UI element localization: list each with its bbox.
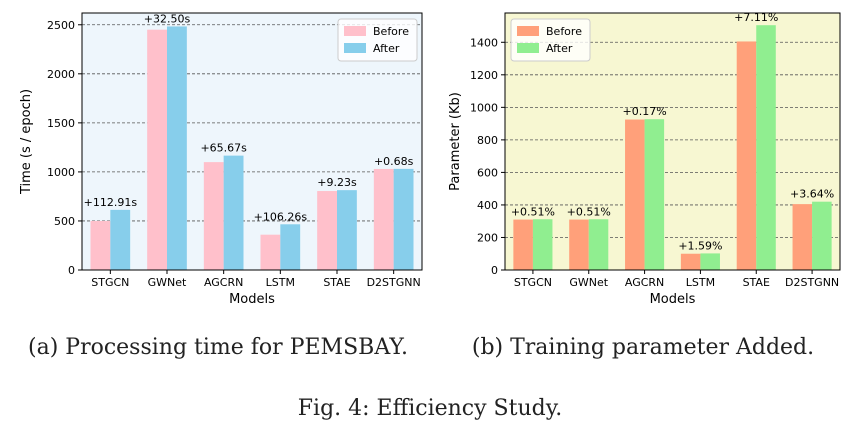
bar-before-gwnet <box>147 29 167 271</box>
plot-frame <box>504 12 841 271</box>
x-tick-label: GWNet <box>569 276 608 289</box>
y-tick-label: 1000 <box>470 101 498 114</box>
x-tick-label: LSTM <box>686 276 715 289</box>
y-axis-label: Parameter (Kb) <box>448 92 463 191</box>
bar-after-lstm <box>700 253 720 270</box>
y-tick-label: 2500 <box>47 19 75 32</box>
figure-caption: Fig. 4: Efficiency Study. <box>298 396 562 421</box>
bar-before-stae <box>736 41 757 270</box>
y-tick-label: 0 <box>68 264 75 277</box>
bar-after-stae <box>337 190 357 270</box>
bar-after-stgcn <box>532 219 553 270</box>
y-tick-label: 500 <box>54 215 75 228</box>
bar-before-d2stgnn <box>792 204 813 270</box>
bar-after-agcrn <box>644 119 665 270</box>
y-tick-label: 400 <box>477 199 498 212</box>
x-tick-label: STGCN <box>514 276 552 289</box>
bar-annotation: +0.17% <box>622 105 666 118</box>
subcaption-b: (b) Training parameter Added. <box>472 335 814 360</box>
bar-annotation: +0.68s <box>374 155 414 168</box>
legend-swatch-after <box>344 43 366 53</box>
y-axis-label: Time (s / epoch) <box>19 89 34 195</box>
y-tick-label: 2000 <box>47 68 75 81</box>
legend-label-after: After <box>373 42 400 55</box>
legend-swatch-before <box>517 26 539 36</box>
x-axis-label: Models <box>650 292 696 307</box>
bar-annotation: +7.11% <box>734 11 778 24</box>
y-tick-label: 1400 <box>470 36 498 49</box>
bar-after-stgcn <box>110 209 131 270</box>
x-tick-label: STGCN <box>91 276 129 289</box>
legend-swatch-before <box>344 26 366 36</box>
bar-before-stgcn <box>513 219 533 270</box>
y-tick-label: 1500 <box>47 117 75 130</box>
bar-annotation: +9.23s <box>317 176 357 189</box>
bar-annotation: +1.59% <box>678 239 722 252</box>
bar-annotation: +106.26s <box>254 210 308 223</box>
y-tick-label: 1000 <box>47 166 75 179</box>
bar-annotation: +112.91s <box>84 196 138 209</box>
y-tick-label: 0 <box>491 264 498 277</box>
bar-after-gwnet <box>167 26 187 270</box>
bar-annotation: +0.51% <box>511 205 555 218</box>
legend-label-before: Before <box>546 25 582 38</box>
bar-annotation: +32.50s <box>144 12 191 25</box>
x-tick-label: AGCRN <box>625 276 664 289</box>
subcaption-a: (a) Processing time for PEMSBAY. <box>28 335 408 360</box>
plot-frame <box>81 12 423 271</box>
legend: Before After <box>337 18 418 62</box>
y-tick-label: 200 <box>477 231 498 244</box>
x-tick-label: STAE <box>743 276 770 289</box>
legend-label-after: After <box>546 42 573 55</box>
x-tick-label: STAE <box>323 276 350 289</box>
panel-training-parameter: 0 200 400 600 800 1000 1200 1400 +0.51% STGCN +0.5… <box>448 11 841 307</box>
bar-after-d2stgnn <box>393 168 414 270</box>
bar-before-agcrn <box>625 119 645 270</box>
legend: Before After <box>510 18 591 62</box>
bar-annotation: +3.64% <box>790 188 834 201</box>
bar-before-gwnet <box>569 219 589 270</box>
x-tick-label: D2STGNN <box>367 276 421 289</box>
bar-annotation: +0.51% <box>567 205 611 218</box>
bar-after-stae <box>756 25 776 270</box>
bar-after-lstm <box>280 224 301 270</box>
bar-before-agcrn <box>203 162 224 270</box>
panel-processing-time: 0 500 1000 1500 2000 2500 +112.91s STGCN +32.50s… <box>19 12 423 307</box>
y-tick-label: 800 <box>477 134 498 147</box>
bar-after-gwnet <box>588 219 609 270</box>
bar-after-d2stgnn <box>812 201 832 270</box>
x-tick-label: GWNet <box>148 276 187 289</box>
legend-label-before: Before <box>373 25 409 38</box>
bar-before-stgcn <box>90 220 111 270</box>
bar-before-stae <box>317 191 337 270</box>
bar-before-lstm <box>680 253 701 270</box>
y-tick-label: 1200 <box>470 69 498 82</box>
bar-before-d2stgnn <box>373 168 394 270</box>
x-tick-label: LSTM <box>266 276 295 289</box>
legend-swatch-after <box>517 43 539 53</box>
bar-after-agcrn <box>223 155 244 270</box>
x-axis-label: Models <box>229 292 275 307</box>
x-tick-label: AGCRN <box>204 276 243 289</box>
bar-annotation: +65.67s <box>200 142 247 155</box>
bar-before-lstm <box>260 234 281 270</box>
x-tick-label: D2STGNN <box>785 276 839 289</box>
y-tick-label: 600 <box>477 166 498 179</box>
